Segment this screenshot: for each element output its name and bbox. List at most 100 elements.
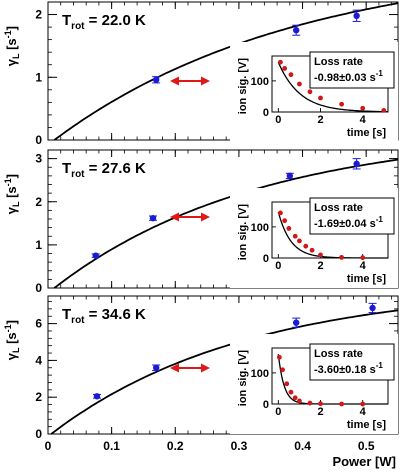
inset-x-title: time [s] [347, 127, 386, 139]
legend-title: Loss rate [314, 202, 363, 214]
inset-point [339, 254, 344, 260]
inset-y-title: ion sig. [V] [237, 204, 249, 261]
inset-point [309, 247, 315, 253]
inset-point [303, 243, 309, 249]
data-point [149, 214, 157, 222]
data-point [152, 76, 160, 83]
arrow-head-right [201, 76, 210, 86]
data-point [292, 319, 300, 326]
inset-point [286, 226, 292, 231]
data-point [292, 27, 300, 34]
y-axis-title: γL [s-1] [3, 26, 21, 66]
inset-y-tick-label: 100 [251, 368, 269, 380]
inset-x-tick-label: 4 [360, 260, 367, 272]
inset-point [339, 101, 344, 107]
inset-y-tick-label: 0 [263, 107, 269, 119]
y-axis-title: γL [s-1] [3, 174, 21, 214]
y-axis-unit: [s [4, 38, 19, 53]
inset-decay-curve [277, 61, 388, 113]
arrow-head-right [201, 212, 210, 222]
legend-value-text: -3.60±0.18 s [314, 364, 376, 376]
legend-value-exp: -1 [376, 215, 384, 224]
inset-x-tick-label: 0 [275, 260, 281, 272]
y-axis-symbol: γ [4, 352, 19, 360]
inset-x-tick-label: 4 [360, 114, 367, 126]
inset-point [282, 218, 288, 224]
inset-point [318, 401, 323, 407]
inset-point [297, 398, 302, 404]
y-tick-label: 2 [35, 390, 42, 404]
legend-value: -3.60±0.18 s-1 [314, 361, 383, 376]
inset-point [360, 105, 366, 111]
inset-x-tick-label: 4 [360, 406, 367, 418]
inset-point [280, 367, 285, 373]
inset-y-title: ion sig. [V] [237, 58, 249, 115]
y-tick-label: 1 [35, 70, 42, 84]
y-tick-label: 6 [35, 317, 42, 331]
y-axis-close: ] [4, 320, 19, 324]
inset-point [307, 400, 313, 406]
inset-y-title: ion sig. [V] [237, 350, 249, 407]
y-tick-label: 0 [35, 133, 42, 147]
inset-point [360, 401, 366, 407]
inset-point [339, 401, 344, 407]
legend-box [309, 197, 395, 235]
inset-point [381, 108, 387, 113]
label-sub: rot [71, 21, 85, 32]
x-tick-label: 0.2 [167, 439, 184, 453]
legend-value-exp: -1 [376, 69, 384, 78]
label-value: = 22.0 K [85, 12, 146, 29]
inset-point [292, 233, 298, 239]
y-axis-unit: [s [4, 186, 19, 201]
panel-label: Trot = 22.0 K [62, 12, 146, 32]
inset-point [284, 381, 290, 387]
fit-curve [50, 309, 399, 435]
inset-point [288, 389, 294, 395]
data-point [369, 304, 376, 312]
inset-x-tick-label: 2 [317, 406, 323, 418]
y-axis-exp: -1 [3, 324, 13, 332]
legend-value-text: -1.69±0.04 s [314, 218, 376, 230]
label-sub: rot [71, 169, 85, 180]
data-point [152, 364, 160, 371]
y-tick-label: 2 [35, 195, 42, 209]
arrow-head-left [170, 212, 179, 222]
inset-y-tick-label: 0 [263, 399, 269, 411]
y-axis-exp: -1 [3, 30, 13, 38]
y-axis-sub: L [11, 201, 21, 207]
legend-box [309, 51, 395, 89]
inset-point [288, 72, 294, 78]
panel-label: Trot = 27.6 K [62, 160, 146, 180]
data-point [93, 393, 101, 400]
y-axis-close: ] [4, 174, 19, 178]
y-tick-label: 3 [35, 152, 42, 166]
y-tick-label: 0 [35, 427, 42, 441]
inset-x-title: time [s] [347, 273, 386, 285]
inset-y-tick-label: 100 [251, 222, 269, 234]
data-point [92, 252, 99, 259]
label-prefix: T [62, 12, 71, 29]
inset-point [297, 238, 302, 244]
y-axis-sub: L [11, 53, 21, 59]
legend-title: Loss rate [314, 348, 363, 360]
x-tick-label: 0.3 [231, 439, 248, 453]
legend-value: -1.69±0.04 s-1 [314, 215, 383, 230]
inset-point [276, 354, 282, 360]
y-axis-title: γL [s-1] [3, 320, 21, 360]
y-tick-label: 0 [35, 281, 42, 295]
y-tick-label: 1 [35, 238, 42, 252]
inset-point [360, 255, 366, 261]
y-axis-exp: -1 [3, 178, 13, 186]
arrow-head-left [170, 363, 179, 373]
arrow-head-left [170, 76, 179, 86]
y-axis-symbol: γ [4, 206, 19, 214]
y-axis-symbol: γ [4, 58, 19, 66]
inset-point [278, 59, 283, 65]
inset-decay-curve [277, 354, 388, 405]
